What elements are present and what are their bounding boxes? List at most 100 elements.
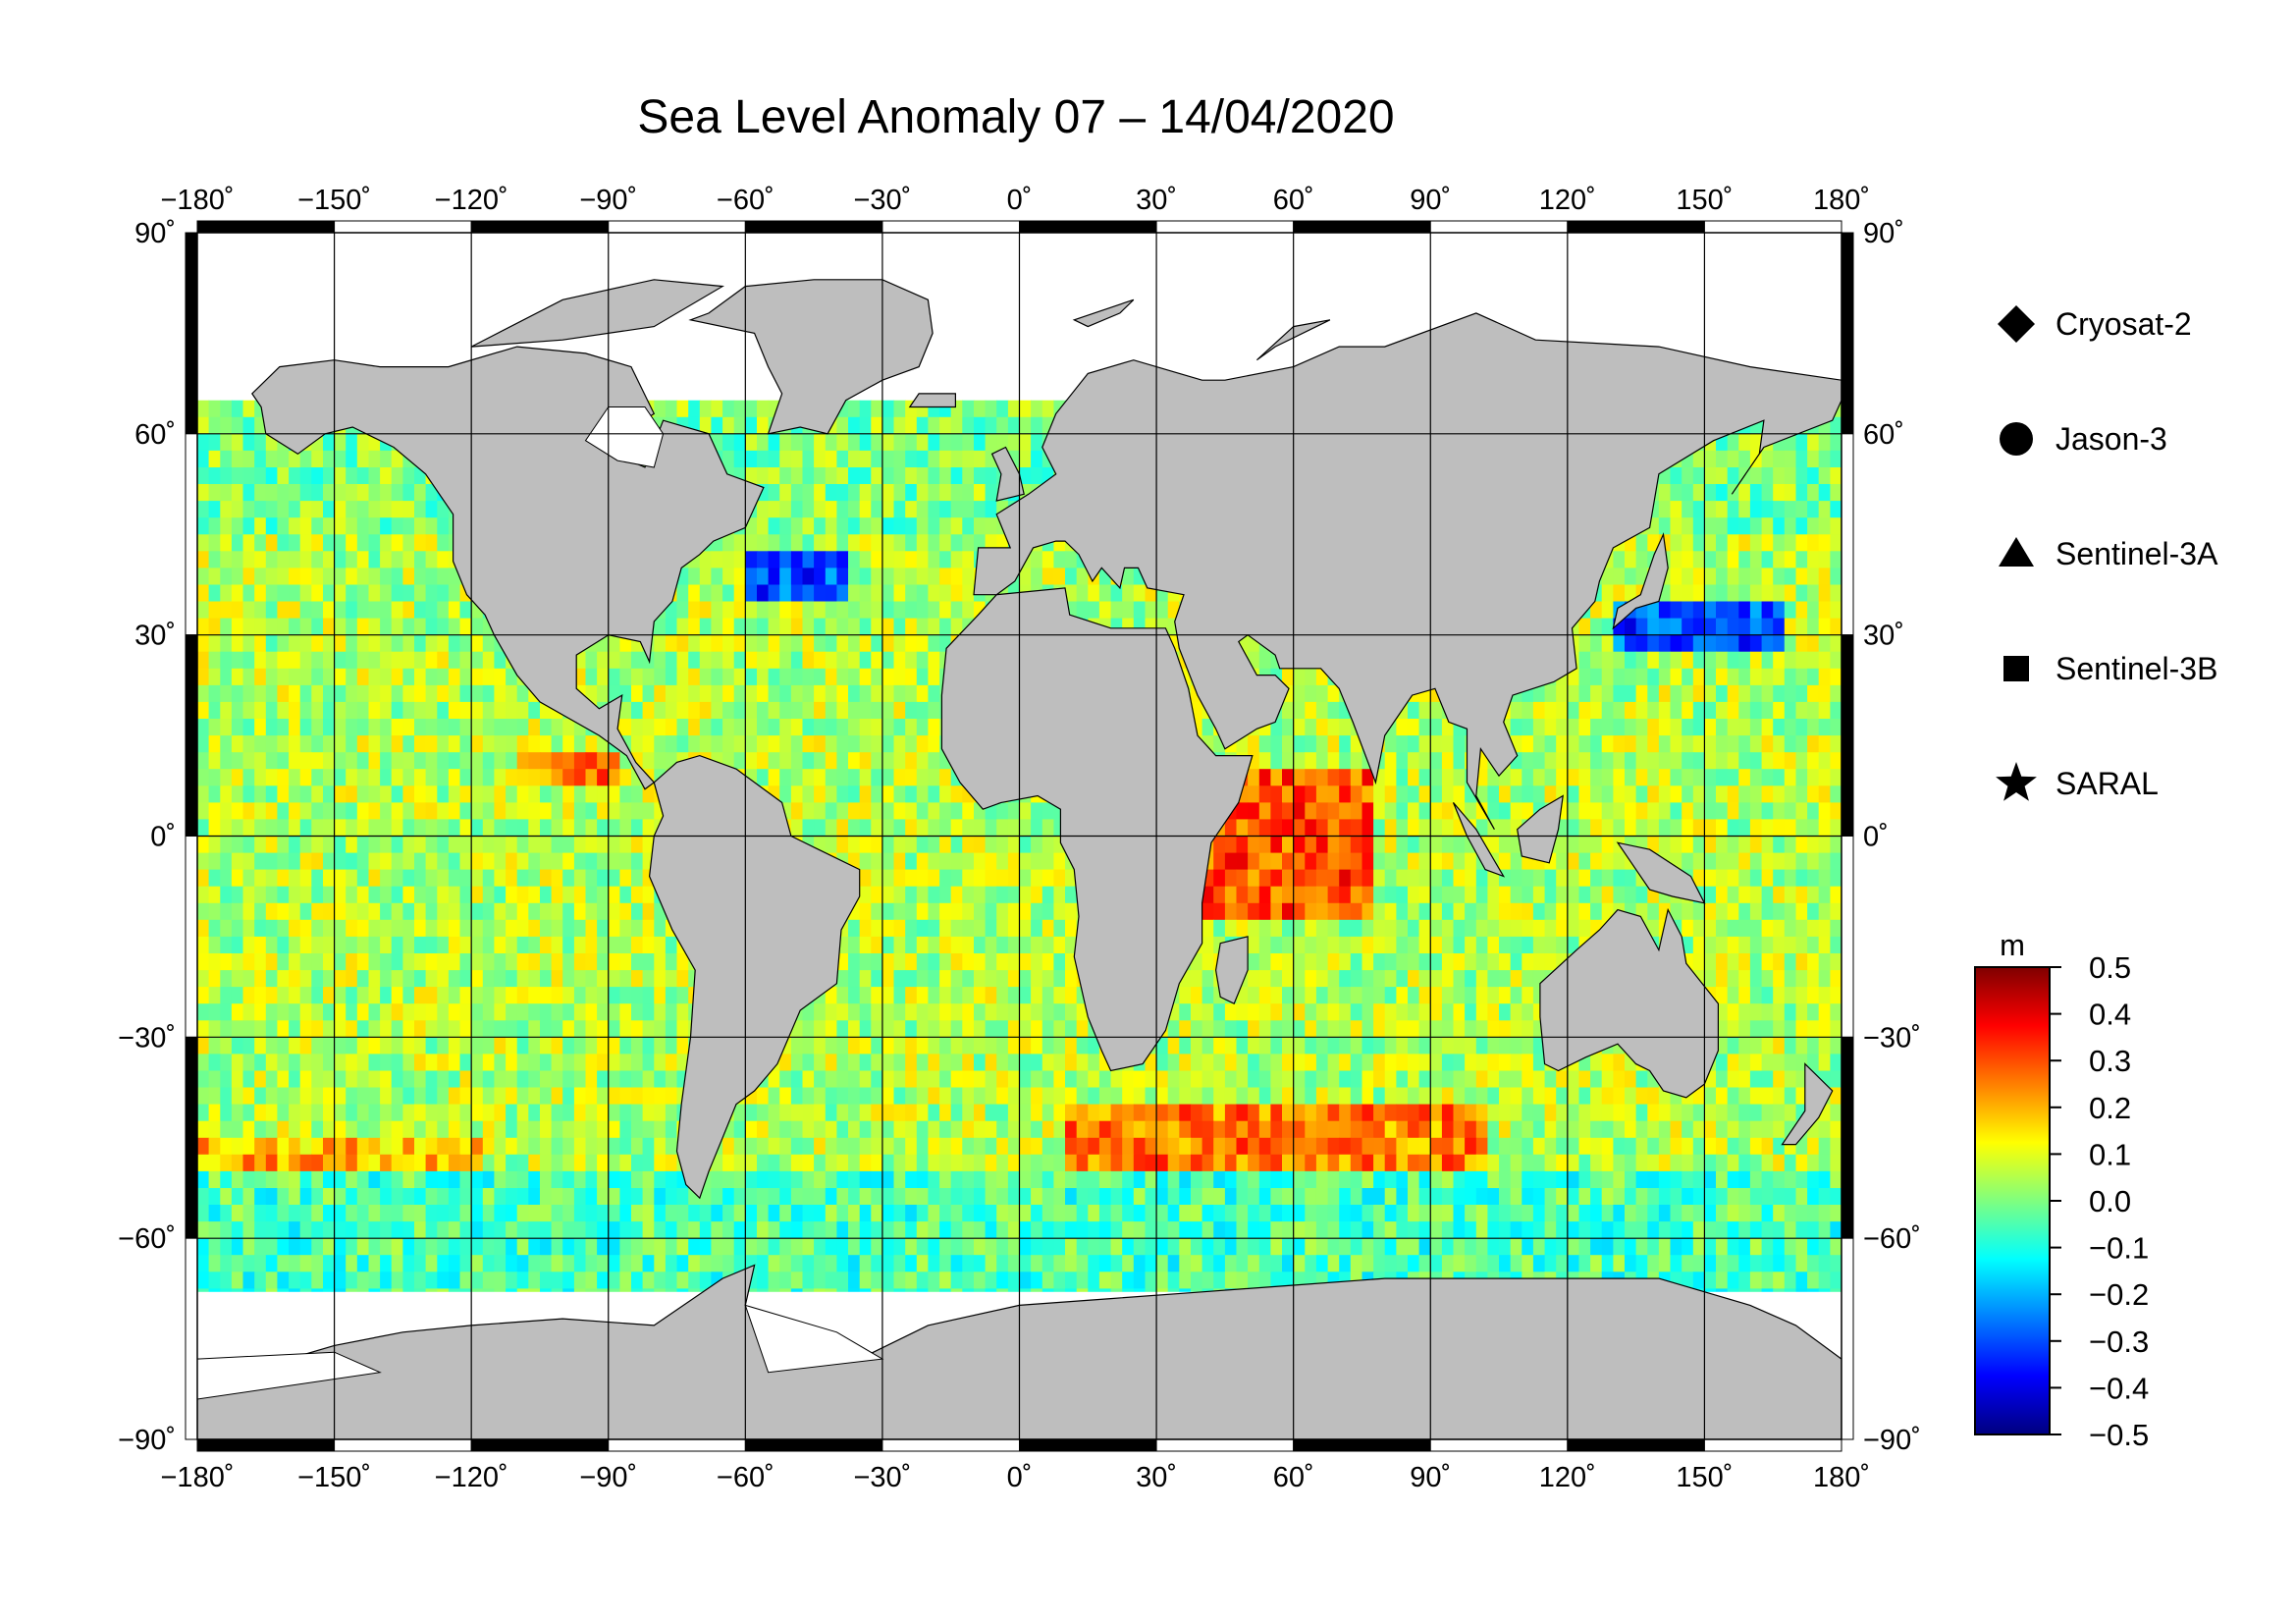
anomaly-cell (1647, 769, 1660, 786)
anomaly-cell (1830, 886, 1842, 904)
anomaly-cell (859, 735, 872, 753)
anomaly-cell (1613, 852, 1626, 871)
anomaly-cell (254, 684, 267, 703)
anomaly-cell (871, 501, 883, 518)
anomaly-cell (311, 735, 324, 753)
anomaly-cell (289, 886, 301, 904)
anomaly-cell (916, 701, 929, 720)
anomaly-cell (733, 651, 746, 670)
anomaly-cell (1761, 886, 1774, 904)
anomaly-cell (1282, 752, 1295, 770)
anomaly-cell (346, 568, 358, 586)
anomaly-cell (1635, 684, 1648, 703)
anomaly-cell (1248, 819, 1260, 838)
anomaly-cell (254, 601, 267, 620)
anomaly-cell (768, 534, 780, 552)
anomaly-cell (368, 484, 381, 502)
anomaly-cell (254, 852, 267, 871)
anomaly-cell (459, 701, 472, 720)
anomaly-cell (346, 769, 358, 786)
anomaly-cell (334, 919, 347, 938)
anomaly-cell (1761, 651, 1774, 670)
anomaly-cell (265, 534, 278, 552)
anomaly-cell (231, 902, 244, 921)
anomaly-cell (1738, 517, 1751, 535)
anomaly-cell (231, 886, 244, 904)
anomaly-cell (676, 668, 689, 686)
anomaly-cell (985, 869, 997, 888)
anomaly-cell (425, 802, 438, 821)
anomaly-cell (1430, 802, 1443, 821)
anomaly-cell (391, 517, 403, 535)
anomaly-cell (974, 400, 987, 418)
anomaly-cell (277, 735, 290, 753)
anomaly-cell (688, 719, 701, 736)
anomaly-cell (881, 769, 895, 786)
anomaly-cell (848, 467, 861, 485)
anomaly-cell (1784, 886, 1796, 904)
anomaly-cell (757, 400, 770, 418)
anomaly-cell (1567, 886, 1579, 904)
anomaly-cell (208, 684, 221, 703)
anomaly-cell (1522, 769, 1534, 786)
anomaly-cell (402, 517, 415, 535)
anomaly-cell (1270, 970, 1283, 988)
anomaly-cell (1305, 785, 1317, 803)
anomaly-cell (1201, 902, 1214, 921)
anomaly-cell (437, 517, 450, 535)
anomaly-cell (768, 450, 780, 468)
anomaly-cell (448, 668, 461, 686)
anomaly-cell (1453, 735, 1466, 753)
anomaly-cell (676, 618, 689, 636)
anomaly-cell (380, 953, 393, 971)
anomaly-cell (848, 735, 861, 753)
anomaly-cell (905, 919, 918, 938)
anomaly-cell (1315, 802, 1329, 821)
anomaly-cell (231, 802, 244, 821)
anomaly-cell (597, 819, 610, 838)
anomaly-cell (642, 785, 655, 803)
anomaly-cell (585, 802, 598, 821)
anomaly-cell (1258, 919, 1271, 938)
anomaly-cell (722, 568, 735, 586)
anomaly-cell (1019, 886, 1032, 904)
anomaly-cell (265, 735, 278, 753)
anomaly-cell (745, 400, 758, 418)
anomaly-cell (1293, 936, 1306, 954)
anomaly-cell (1773, 836, 1786, 854)
anomaly-cell (254, 618, 267, 636)
anomaly-cell (996, 886, 1009, 904)
anomaly-cell (893, 735, 906, 753)
anomaly-cell (1007, 802, 1021, 821)
anomaly-cell (1384, 936, 1397, 954)
anomaly-cell (242, 902, 255, 921)
anomaly-cell (254, 785, 267, 803)
anomaly-cell (208, 416, 221, 435)
anomaly-cell (1007, 836, 1021, 854)
anomaly-cell (402, 735, 415, 753)
anomaly-cell (380, 836, 393, 854)
anomaly-cell (1830, 517, 1842, 535)
anomaly-cell (950, 433, 963, 452)
anomaly-cell (871, 902, 883, 921)
anomaly-cell (859, 785, 872, 803)
anomaly-cell (1795, 668, 1808, 686)
anomaly-cell (551, 936, 563, 954)
anomaly-cell (802, 802, 815, 821)
anomaly-cell (528, 769, 541, 786)
anomaly-cell (1818, 517, 1831, 535)
anomaly-cell (231, 517, 244, 535)
anomaly-cell (962, 501, 975, 518)
anomaly-cell (506, 919, 518, 938)
anomaly-cell (1556, 752, 1569, 770)
anomaly-cell (1738, 953, 1751, 971)
anomaly-cell (1613, 869, 1626, 888)
anomaly-cell (208, 701, 221, 720)
anomaly-cell (1201, 936, 1214, 954)
anomaly-cell (688, 735, 701, 753)
anomaly-cell (905, 886, 918, 904)
anomaly-cell (356, 634, 369, 653)
anomaly-cell (1007, 970, 1021, 988)
anomaly-cell (1761, 601, 1774, 620)
anomaly-cell (1807, 819, 1820, 838)
